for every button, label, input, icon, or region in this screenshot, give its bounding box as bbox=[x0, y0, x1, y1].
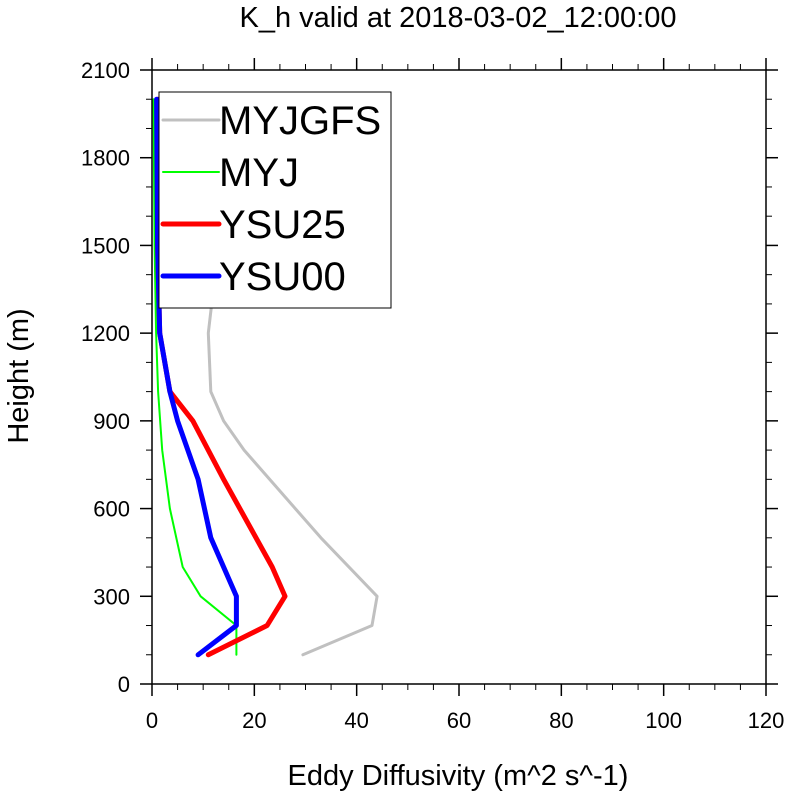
legend-box bbox=[158, 91, 392, 309]
y-tick-label: 900 bbox=[93, 409, 130, 434]
legend-label-ysu00: YSU00 bbox=[219, 255, 346, 299]
y-tick-label: 1800 bbox=[81, 146, 130, 171]
x-tick-label: 80 bbox=[549, 708, 573, 733]
x-tick-label: 120 bbox=[748, 708, 785, 733]
x-tick-label: 100 bbox=[645, 708, 682, 733]
x-tick-label: 40 bbox=[344, 708, 368, 733]
y-tick-label: 0 bbox=[118, 672, 130, 697]
x-tick-label: 60 bbox=[447, 708, 471, 733]
legend-label-myjgfs: MYJGFS bbox=[219, 99, 381, 143]
series-line-myj bbox=[152, 98, 238, 656]
x-axis-title: Eddy Diffusivity (m^2 s^-1) bbox=[288, 760, 629, 792]
legend: MYJGFS MYJ YSU25 YSU00 bbox=[158, 91, 392, 309]
chart-title: K_h valid at 2018-03-02_12:00:00 bbox=[240, 2, 677, 34]
x-tick-label: 20 bbox=[242, 708, 266, 733]
legend-label-ysu25: YSU25 bbox=[219, 203, 346, 247]
y-tick-label: 1500 bbox=[81, 233, 130, 258]
axes-layer: 0 20 40 60 80 100 1200300600900120015001800210… bbox=[81, 58, 784, 733]
y-tick-label: 1200 bbox=[81, 321, 130, 346]
y-tick-label: 600 bbox=[93, 497, 130, 522]
legend-label-myj: MYJ bbox=[219, 151, 299, 195]
y-tick-label: 2100 bbox=[81, 58, 130, 83]
y-tick-label: 300 bbox=[93, 584, 130, 609]
x-tick-label: 0 bbox=[146, 708, 158, 733]
y-axis-title: Height (m) bbox=[3, 308, 35, 443]
